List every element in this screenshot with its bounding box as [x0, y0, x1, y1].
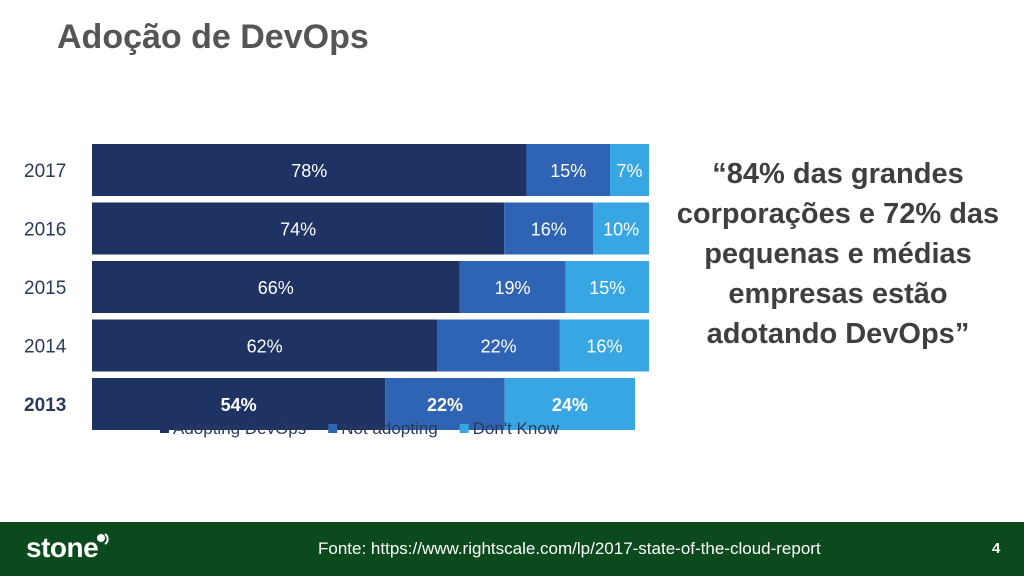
bar-2016-2	[593, 202, 649, 255]
bar-2015-0	[92, 261, 460, 313]
data-label-2014-1: 22%	[481, 337, 517, 357]
logo-text: stone	[26, 532, 99, 563]
bar-2013-0	[92, 378, 386, 430]
source-text: Fonte: https://www.rightscale.com/lp/201…	[318, 539, 821, 558]
legend-label-1: Not adopting	[341, 419, 437, 438]
bar-2015-1	[459, 261, 566, 313]
stacked-bar-chart: 2017 78% 15% 7% 2016 74% 16% 10% 2015 66% 19% 15% 20…	[0, 130, 660, 450]
data-label-2017-0: 78%	[291, 161, 327, 181]
legend-swatch-1	[328, 424, 338, 433]
data-label-2014-2: 16%	[586, 337, 622, 357]
category-label-2013: 2013	[24, 395, 66, 416]
data-label-2015-2: 15%	[589, 278, 625, 298]
quote-text: “84% das grandes corporações e 72% das p…	[676, 158, 1000, 350]
legend-swatch-2	[459, 424, 469, 433]
bar-2014-2	[559, 319, 649, 372]
page-number: 4	[992, 540, 1001, 557]
bar-2016-1	[504, 202, 594, 255]
bar-2014-0	[92, 319, 438, 372]
data-label-2013-0: 54%	[221, 395, 257, 415]
slide-title: Adoção de DevOps	[57, 18, 369, 56]
data-label-2016-2: 10%	[603, 220, 639, 240]
data-label-2017-2: 7%	[616, 161, 642, 181]
bar-2016-0	[92, 202, 505, 255]
bar-2014-1	[437, 319, 560, 372]
bar-2017-1	[526, 144, 611, 196]
legend-label-2: Don't Know	[473, 419, 560, 438]
category-label-2017: 2017	[24, 161, 66, 182]
data-label-2017-1: 15%	[550, 161, 586, 181]
chart-svg: 2017 78% 15% 7% 2016 74% 16% 10% 2015 66% 19% 15% 20…	[24, 144, 649, 438]
data-label-2013-2: 24%	[552, 395, 588, 415]
data-label-2016-1: 16%	[531, 220, 567, 240]
bar-2013-2	[504, 378, 636, 430]
logo-mark-icon	[97, 533, 109, 545]
data-label-2015-0: 66%	[258, 278, 294, 298]
bar-2017-0	[92, 144, 527, 196]
category-label-2014: 2014	[24, 337, 67, 358]
legend-label-0: Adopting DevOps	[173, 419, 306, 438]
category-label-2016: 2016	[24, 220, 66, 241]
category-label-2015: 2015	[24, 278, 66, 299]
data-label-2016-0: 74%	[280, 220, 316, 240]
legend-swatch-0	[160, 424, 169, 433]
bar-2015-2	[565, 261, 649, 313]
bar-2017-2	[610, 144, 649, 196]
data-label-2015-1: 19%	[495, 278, 531, 298]
data-label-2013-1: 22%	[427, 395, 463, 415]
data-label-2014-0: 62%	[247, 337, 283, 357]
bar-2013-1	[385, 378, 505, 430]
footer-bar: stone Fonte: https://www.rightscale.com/…	[0, 522, 1024, 576]
